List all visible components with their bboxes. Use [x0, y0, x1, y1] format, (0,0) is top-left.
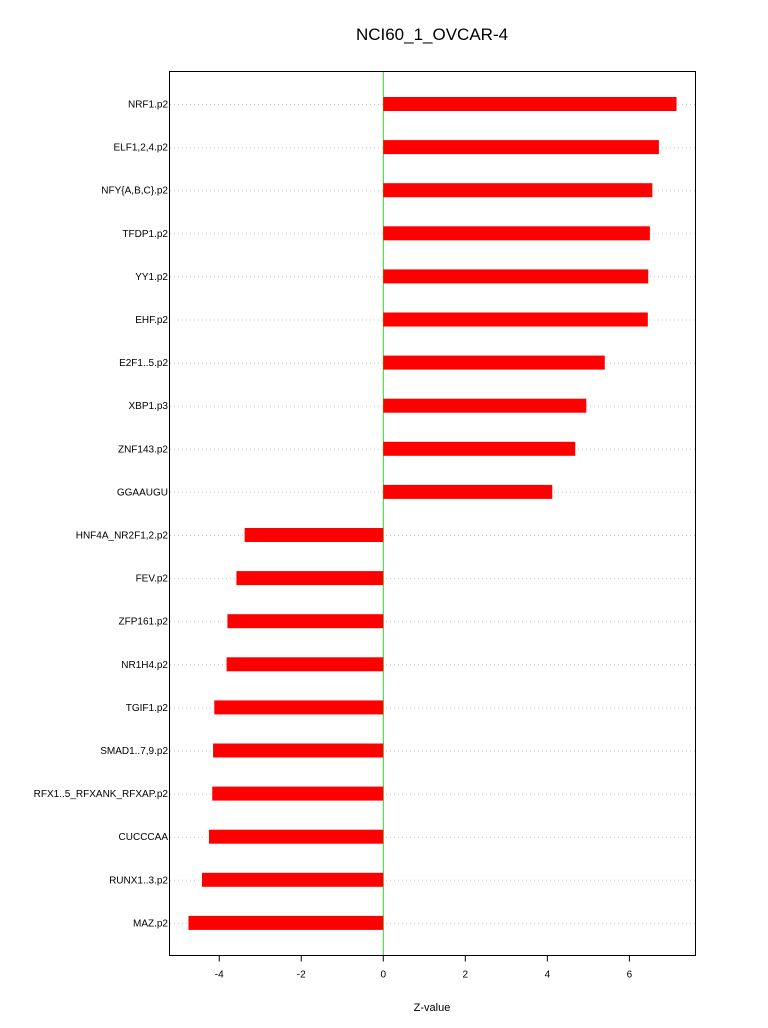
category-label: CUCCCAA [119, 832, 169, 843]
category-label: MAZ.p2 [133, 918, 168, 929]
x-tick-label: 6 [627, 970, 633, 981]
bar-CUCCCAA [208, 829, 384, 844]
category-label: NR1H4.p2 [121, 660, 168, 671]
x-axis: -4 -2 0 2 4 6 [215, 955, 633, 981]
category-label: HNF4A_NR2F1,2.p2 [76, 531, 169, 542]
bar-FEV.p2 [236, 571, 384, 586]
category-label: NFY{A,B,C}.p2 [101, 186, 168, 197]
bar-RFX1..5_RFXANK_RFXAP.p2 [212, 786, 384, 801]
bar-TGIF1.p2 [214, 700, 384, 715]
category-label: ZFP161.p2 [119, 617, 169, 628]
bar-ZFP161.p2 [227, 614, 384, 629]
x-tick-label: 2 [463, 970, 469, 981]
category-label: ZNF143.p2 [118, 444, 168, 455]
bar-HNF4A_NR2F1,2.p2 [244, 528, 384, 542]
category-label: FEV.p2 [136, 574, 169, 585]
bar-ZNF143.p2 [383, 441, 576, 456]
category-label: ELF1,2,4.p2 [114, 143, 169, 154]
category-label: GGAAUGU [117, 487, 168, 498]
bar-MAZ.p2 [188, 915, 384, 930]
x-tick-label: 4 [545, 970, 551, 981]
bar-E2F1..5.p2 [383, 355, 605, 370]
plot-frame [169, 71, 696, 956]
category-labels: NRF1.p2 ELF1,2,4.p2 NFY{A,B,C}.p2 TFDP1.p2 Y… [34, 100, 169, 930]
category-label: SMAD1..7,9.p2 [100, 746, 168, 757]
bar-XBP1.p3 [383, 398, 587, 413]
x-tick-label: -2 [297, 970, 306, 981]
category-label: TGIF1.p2 [126, 703, 169, 714]
category-label: TFDP1.p2 [122, 229, 168, 240]
chart-title: NCI60_1_OVCAR-4 [356, 25, 508, 44]
bars [188, 97, 677, 930]
category-label: XBP1.p3 [129, 401, 169, 412]
bar-NRF1.p2 [383, 97, 677, 111]
category-label: E2F1..5.p2 [119, 358, 168, 369]
bar-GGAAUGU [383, 484, 553, 499]
category-label: RUNX1..3.p2 [109, 875, 168, 886]
bar-NFY{A,B,C}.p2 [383, 183, 653, 198]
category-label: YY1.p2 [135, 272, 168, 283]
bar-ELF1,2,4.p2 [383, 140, 659, 155]
bar-SMAD1..7,9.p2 [213, 743, 384, 758]
bar-TFDP1.p2 [383, 226, 650, 241]
bar-NR1H4.p2 [226, 657, 384, 672]
category-label: NRF1.p2 [128, 100, 168, 111]
x-axis-label: Z-value [414, 1002, 451, 1014]
bar-EHF.p2 [383, 312, 648, 327]
category-label: EHF.p2 [135, 315, 168, 326]
x-tick-label: 0 [381, 970, 387, 981]
x-tick-label: -4 [215, 970, 224, 981]
bar-YY1.p2 [383, 269, 649, 284]
bar-RUNX1..3.p2 [201, 872, 384, 887]
category-label: RFX1..5_RFXANK_RFXAP.p2 [34, 789, 169, 800]
